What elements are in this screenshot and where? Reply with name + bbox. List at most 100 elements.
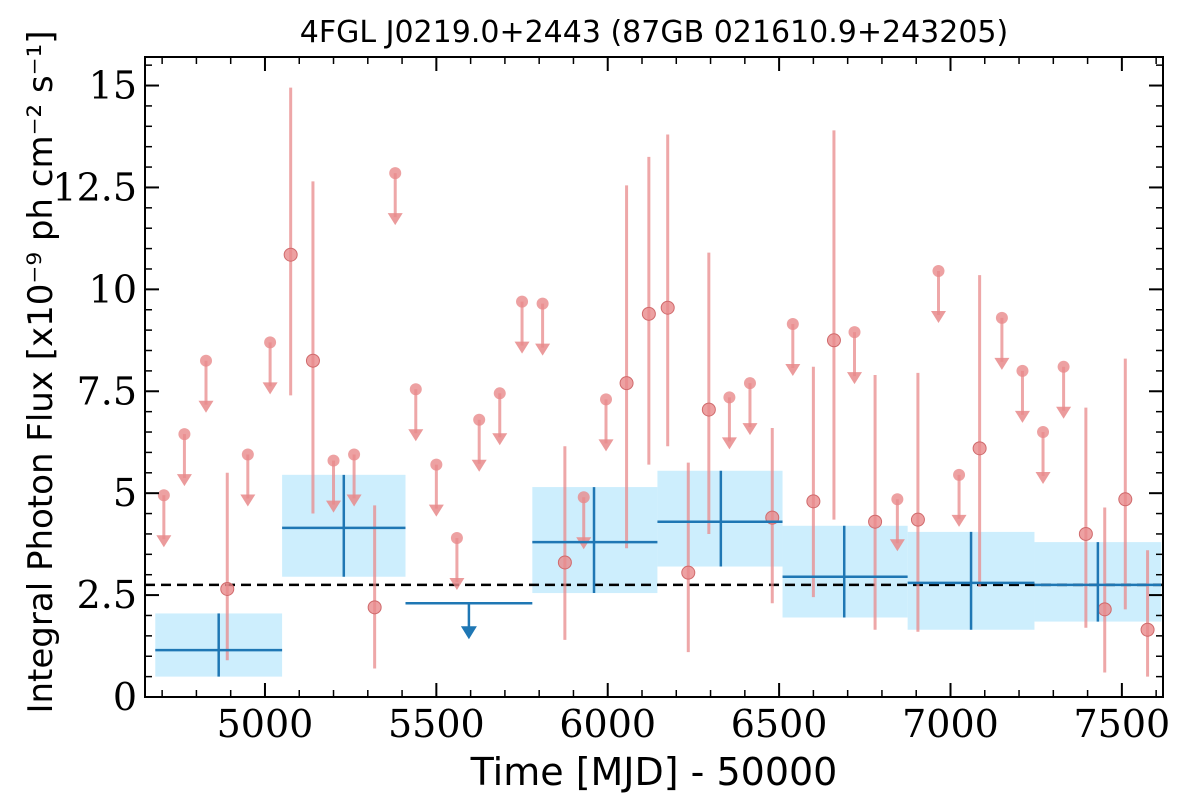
upper-limit-marker [891, 493, 904, 506]
upper-limit-marker [200, 354, 213, 367]
upper-limit-marker [743, 377, 756, 390]
plot-frame [144, 56, 1164, 698]
short-bin-upper-limit [930, 265, 946, 324]
short-bin-upper-limit [951, 468, 967, 527]
upper-limit-marker [600, 393, 613, 406]
short-bin-upper-limit [721, 391, 737, 450]
down-arrow-icon [847, 372, 863, 385]
upper-limit-marker [516, 295, 529, 308]
y-tick-label: 7.5 [77, 369, 137, 413]
short-bin-detection [681, 462, 696, 653]
upper-limit-marker [536, 297, 549, 310]
down-arrow-icon [387, 213, 403, 226]
down-arrow-icon [262, 382, 278, 395]
short-bin-upper-limit [535, 297, 551, 356]
short-bin-upper-limit [176, 428, 192, 487]
down-arrow-icon [1014, 410, 1030, 423]
upper-limit-marker [848, 326, 861, 339]
short-bin-upper-limit [1035, 426, 1051, 485]
upper-limit-marker [786, 318, 799, 331]
down-arrow-icon [326, 500, 342, 513]
short-bin-point [1118, 492, 1133, 507]
y-tick-label: 2.5 [77, 573, 137, 617]
down-arrow-icon [428, 504, 444, 517]
short-bin-point [660, 300, 675, 315]
y-axis-label: Integral Photon Flux [x10⁻⁹ ph cm⁻² s⁻¹] [21, 30, 61, 713]
down-arrow-icon [1056, 406, 1072, 419]
short-bin-detection [868, 374, 883, 630]
short-bin-point [557, 555, 572, 570]
down-arrow-icon [889, 539, 905, 552]
down-arrow-icon [535, 343, 551, 356]
short-bin-upper-limit [326, 454, 342, 513]
short-bin-detection [1097, 507, 1112, 673]
short-bin-detection [765, 427, 780, 604]
upper-limit-marker [430, 458, 443, 471]
short-bin-upper-limit [428, 458, 444, 517]
upper-limit-marker [577, 491, 590, 504]
x-axis-label: Time [MJD] - 50000 [470, 750, 838, 794]
down-arrow-icon [514, 341, 530, 354]
down-arrow-icon [930, 311, 946, 324]
short-bin-point [972, 441, 987, 456]
short-bin-upper-limit [598, 393, 614, 452]
short-bin-points [156, 87, 1155, 677]
down-arrow-icon [721, 437, 737, 450]
short-bin-detection [1078, 407, 1093, 628]
upper-limit-marker [241, 448, 254, 461]
short-bin-upper-limit [471, 413, 487, 472]
short-bin-point [367, 600, 382, 615]
short-bin-upper-limit [492, 387, 508, 446]
short-bin-point [806, 494, 821, 509]
short-bin-point [1097, 602, 1112, 617]
short-bin-point [641, 306, 656, 321]
short-bin-upper-limit [262, 336, 278, 395]
y-tick-label: 15 [89, 64, 137, 108]
short-bin-upper-limit [1014, 364, 1030, 423]
down-arrow-icon [785, 364, 801, 377]
upper-limit-marker [389, 167, 402, 180]
short-bin-point [681, 565, 696, 580]
down-arrow-icon [742, 423, 758, 436]
short-bin-detection [1118, 358, 1133, 610]
long-bin-detection [657, 470, 783, 567]
upper-limit-marker [1057, 360, 1070, 373]
down-arrow-icon [598, 439, 614, 452]
short-bin-point [910, 512, 925, 527]
upper-limit-marker [450, 532, 463, 545]
upper-limit-marker [157, 489, 170, 502]
upper-limit-marker [473, 413, 486, 426]
short-bin-upper-limit [576, 491, 592, 550]
short-bin-upper-limit [240, 448, 256, 507]
down-arrow-icon [460, 626, 477, 640]
down-arrow-icon [951, 514, 967, 527]
x-tick-label: 6000 [559, 702, 656, 746]
down-arrow-icon [240, 494, 256, 507]
short-bin-upper-limit [994, 311, 1010, 370]
short-bin-point [868, 514, 883, 529]
long-bin-detection [1034, 542, 1162, 622]
short-bin-point [305, 353, 320, 368]
long-bin-points [155, 470, 1162, 677]
upper-limit-marker [995, 311, 1008, 324]
upper-limit-marker [409, 383, 422, 396]
short-bin-upper-limit [156, 489, 172, 548]
short-bin-detection [283, 87, 298, 396]
short-bin-detection [641, 156, 656, 465]
short-bin-detection [826, 130, 841, 520]
upper-limit-marker [953, 468, 966, 481]
x-tick-label: 5000 [217, 702, 314, 746]
short-bin-upper-limit [387, 167, 403, 226]
short-bin-upper-limit [346, 448, 362, 507]
long-bin-error-bands [155, 470, 1162, 677]
upper-limit-marker [264, 336, 277, 349]
down-arrow-icon [994, 357, 1010, 370]
x-tick-label: 6500 [731, 702, 828, 746]
long-bin-detection [782, 525, 908, 618]
short-bin-point [619, 376, 634, 391]
down-arrow-icon [492, 433, 508, 446]
short-bin-detection [806, 366, 821, 598]
short-bin-detection [701, 252, 716, 534]
short-bin-detection [305, 181, 320, 514]
